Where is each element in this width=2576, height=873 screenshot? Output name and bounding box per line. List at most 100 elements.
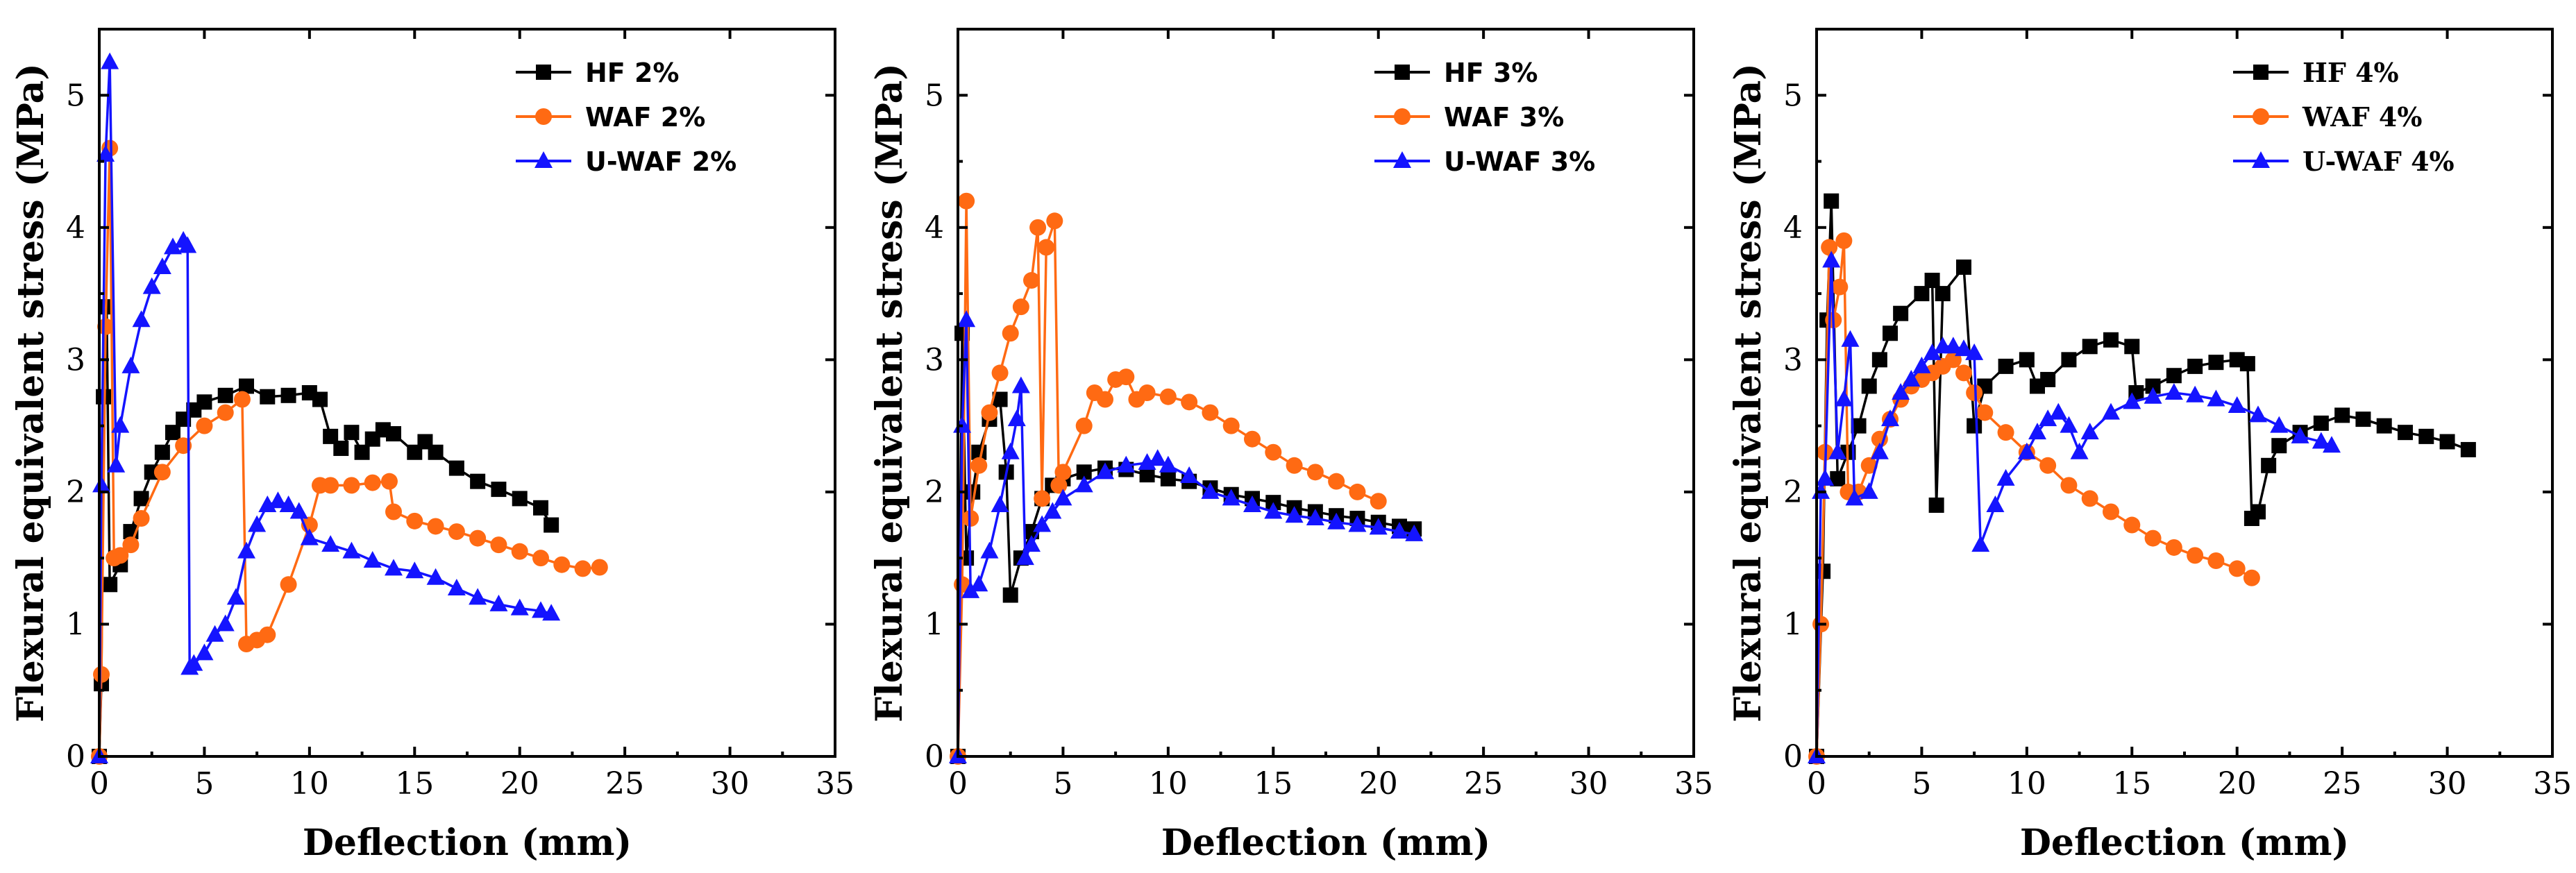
plot-frame bbox=[957, 28, 1695, 758]
x-tick-label: 10 bbox=[290, 766, 329, 802]
data-point bbox=[1996, 468, 2015, 486]
data-point bbox=[280, 576, 297, 593]
data-point bbox=[1012, 298, 1029, 316]
x-tick-label: 15 bbox=[2112, 766, 2151, 802]
legend-label: WAF 4% bbox=[2302, 101, 2422, 133]
data-point bbox=[970, 457, 988, 474]
x-tick-label: 15 bbox=[395, 766, 434, 802]
data-point bbox=[961, 581, 980, 598]
data-point bbox=[185, 654, 203, 671]
data-point bbox=[1861, 378, 1877, 394]
series-u-waf-1 bbox=[949, 310, 1424, 763]
series-line-waf bbox=[98, 148, 600, 757]
data-point bbox=[1998, 358, 2014, 374]
data-point bbox=[2270, 416, 2289, 433]
plot-frame bbox=[98, 28, 836, 758]
data-point bbox=[2243, 569, 2260, 586]
data-point bbox=[1001, 442, 1020, 459]
series-line-waf bbox=[1815, 240, 2253, 757]
data-point bbox=[2124, 339, 2140, 355]
data-point bbox=[2398, 425, 2413, 441]
data-point bbox=[1893, 305, 1909, 321]
data-point bbox=[1912, 356, 1931, 373]
y-tick-label: 5 bbox=[66, 78, 85, 113]
legend-marker bbox=[535, 108, 552, 125]
series-line-u-waf bbox=[98, 62, 552, 757]
data-point bbox=[1022, 535, 1041, 552]
data-point bbox=[97, 318, 115, 335]
legend-label: HF 2% bbox=[585, 58, 680, 88]
data-point bbox=[322, 477, 339, 494]
y-tick-label: 3 bbox=[1783, 342, 1803, 378]
data-point bbox=[1096, 462, 1114, 480]
data-point bbox=[1076, 464, 1092, 480]
data-point bbox=[992, 391, 1008, 407]
data-point bbox=[2144, 387, 2162, 404]
data-point bbox=[1306, 509, 1324, 526]
data-point bbox=[1201, 482, 1220, 499]
data-point bbox=[1924, 273, 1940, 289]
data-point bbox=[1822, 251, 1841, 268]
series-u-waf-2 bbox=[1808, 251, 2341, 763]
data-point bbox=[133, 491, 149, 507]
data-point bbox=[1821, 239, 1838, 256]
data-point bbox=[1923, 343, 1942, 360]
data-point bbox=[427, 518, 444, 535]
legend-item: U-WAF 4% bbox=[2233, 146, 2455, 177]
data-point bbox=[591, 559, 608, 576]
y-tick-label: 2 bbox=[925, 475, 944, 510]
x-tick-label: 30 bbox=[2428, 766, 2467, 802]
data-point bbox=[2081, 490, 2098, 507]
data-point bbox=[312, 391, 328, 407]
data-point bbox=[469, 529, 487, 547]
data-point bbox=[1328, 473, 1345, 490]
legend-item: WAF 3% bbox=[1374, 102, 1564, 133]
data-point bbox=[1002, 325, 1019, 342]
data-point bbox=[1966, 384, 1983, 401]
data-point bbox=[1860, 457, 1878, 474]
data-point bbox=[1845, 489, 1864, 506]
data-point bbox=[154, 444, 170, 460]
y-axis-label: Flexural equivalent stress (MPa) bbox=[10, 63, 52, 722]
data-point bbox=[2123, 392, 2141, 409]
data-point bbox=[269, 491, 287, 509]
data-point bbox=[2166, 368, 2182, 384]
series-hf-0 bbox=[92, 299, 559, 764]
x-tick-label: 30 bbox=[1569, 766, 1608, 802]
data-point bbox=[2070, 442, 2089, 459]
x-tick-label: 35 bbox=[1674, 766, 1713, 802]
data-point bbox=[1043, 502, 1062, 519]
legend-marker bbox=[2253, 108, 2269, 125]
data-point bbox=[2261, 457, 2277, 473]
data-point bbox=[380, 473, 398, 490]
data-point bbox=[1264, 502, 1283, 519]
data-point bbox=[553, 556, 571, 573]
data-point bbox=[217, 387, 233, 403]
x-tick-label: 5 bbox=[1053, 766, 1072, 802]
data-point bbox=[96, 145, 115, 162]
legend-marker bbox=[1395, 65, 1410, 80]
data-point bbox=[1835, 232, 1853, 249]
data-point bbox=[1944, 337, 1962, 354]
data-point bbox=[2019, 352, 2035, 368]
x-axis-label: Deflection (mm) bbox=[303, 822, 632, 864]
data-point bbox=[195, 643, 214, 661]
x-tick-label: 35 bbox=[2533, 766, 2572, 802]
data-point bbox=[532, 550, 549, 567]
y-tick-label: 4 bbox=[66, 210, 85, 246]
data-point bbox=[342, 541, 361, 559]
data-point bbox=[2187, 547, 2204, 564]
data-point bbox=[2250, 504, 2266, 520]
data-point bbox=[1034, 490, 1051, 507]
legend-item: U-WAF 3% bbox=[1374, 146, 1595, 177]
data-point bbox=[153, 257, 171, 274]
x-tick-label: 15 bbox=[1254, 766, 1293, 802]
y-tick-label: 0 bbox=[66, 739, 85, 774]
data-point bbox=[196, 394, 212, 410]
series-hf-2 bbox=[1809, 193, 2476, 764]
data-point bbox=[1828, 442, 1847, 459]
data-point bbox=[2061, 352, 2077, 368]
data-point bbox=[133, 510, 150, 527]
y-tick-label: 2 bbox=[66, 475, 85, 510]
data-point bbox=[1928, 497, 1944, 513]
